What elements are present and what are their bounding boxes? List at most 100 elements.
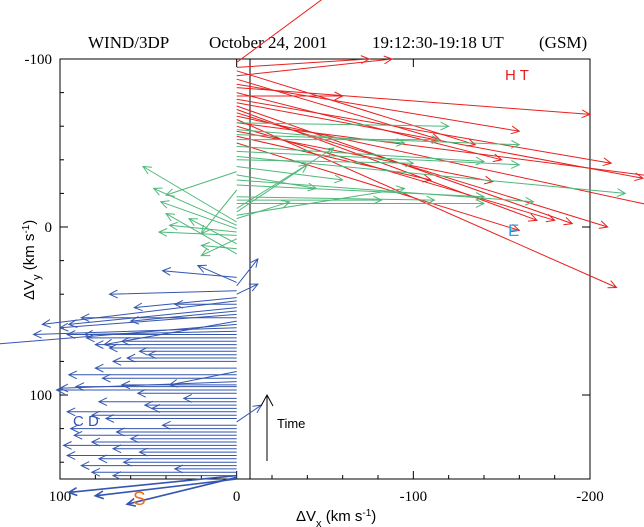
velocity-vector: [120, 336, 237, 346]
velocity-vector: [236, 87, 592, 119]
velocity-vector: [150, 404, 237, 413]
velocity-vector: [236, 166, 344, 184]
velocity-vector: [164, 171, 237, 197]
title-frame: (GSM): [539, 33, 587, 52]
velocity-vector: [236, 199, 486, 208]
velocity-vector: [236, 185, 406, 216]
velocity-vector: [67, 370, 237, 380]
axis-ticks: [59, 58, 591, 479]
velocity-vector: [138, 447, 237, 457]
y-tick-label: 100: [30, 388, 53, 404]
velocity-vector: [236, 135, 433, 183]
velocity-vector: [65, 451, 237, 460]
velocity-vector: [111, 471, 237, 481]
plot-frame: [59, 58, 591, 480]
velocity-vector: [120, 380, 237, 390]
velocity-vector: [72, 430, 237, 440]
title-time-range: 19:12:30-19:18 UT: [372, 33, 504, 52]
chart-title: WIND/3DP October 24, 2001 19:12:30-19:18…: [88, 33, 587, 52]
velocity-vector: [80, 461, 237, 470]
velocity-vector: [111, 444, 237, 454]
velocity-vector: [129, 434, 237, 444]
velocity-vector: [97, 454, 237, 464]
velocity-vector: [236, 195, 383, 205]
velocity-vector: [165, 213, 237, 255]
velocity-vector: [142, 165, 237, 223]
velocity-vector: [236, 195, 436, 205]
label-cd: C D: [73, 413, 99, 430]
velocity-vector: [236, 158, 415, 168]
annotations: H T E C D S Time: [73, 67, 529, 510]
velocity-vector: [161, 267, 237, 278]
title-date: October 24, 2001: [209, 33, 328, 52]
velocity-vector: [136, 388, 237, 398]
velocity-vector: [152, 187, 237, 226]
velocity-vector: [236, 0, 323, 63]
velocity-vector: [236, 150, 521, 169]
velocity-vector: [101, 373, 237, 383]
velocity-vector: [157, 228, 237, 237]
velocity-vector: [236, 179, 535, 206]
velocity-vector: [236, 164, 309, 213]
velocity-vector: [161, 420, 237, 430]
velocity-vector: [173, 299, 237, 309]
velocity-vector: [236, 257, 259, 287]
velocity-vector: [55, 385, 237, 395]
vector-series-mid: [142, 121, 627, 257]
velocity-vector: [74, 382, 237, 391]
velocity-vector: [236, 55, 394, 77]
velocity-vector: [90, 467, 237, 477]
velocity-vector: [104, 414, 237, 423]
velocity-vector: [236, 121, 450, 131]
velocity-vector: [90, 410, 237, 420]
velocity-vector: [236, 55, 371, 68]
vector-series-s: [66, 474, 237, 507]
velocity-vector: [133, 297, 237, 312]
velocity-vector: [108, 343, 237, 353]
velocity-vector: [125, 353, 237, 363]
velocity-vector: [138, 346, 237, 356]
velocity-vector: [187, 218, 237, 245]
velocity-vector: [236, 200, 291, 220]
velocity-vector: [236, 91, 344, 101]
label-s: S: [133, 489, 146, 510]
tick-labels: 100 0 -100 -200 -100 0 100: [25, 52, 604, 505]
velocity-vector: [108, 289, 237, 299]
velocity-vector: [94, 340, 237, 349]
velocity-vector: [196, 264, 237, 283]
time-arrow: [260, 393, 274, 461]
velocity-vector: [58, 313, 237, 332]
velocity-vector: [236, 83, 521, 135]
velocity-vector: [115, 427, 237, 437]
velocity-vector: [236, 404, 263, 423]
velocity-vector: [32, 327, 237, 339]
velocity-vector: [236, 283, 259, 295]
velocity-vector: [236, 147, 335, 209]
velocity-vector: [85, 333, 237, 343]
y-tick-label: 0: [45, 220, 53, 236]
velocity-vector: [168, 221, 237, 233]
velocity-vector: [173, 464, 237, 474]
velocity-vector: [93, 478, 237, 500]
velocity-vector: [69, 424, 237, 433]
velocity-vector: [236, 145, 486, 166]
label-e: E: [508, 221, 519, 240]
velocity-vector: [236, 98, 613, 167]
title-instrument: WIND/3DP: [88, 33, 169, 52]
velocity-vector: [236, 122, 644, 176]
velocity-vector: [62, 441, 237, 450]
x-tick-label: -100: [400, 489, 428, 505]
velocity-vector: [143, 400, 237, 410]
velocity-vector: [200, 241, 237, 251]
velocity-vector: [236, 112, 609, 229]
x-tick-label: 100: [49, 489, 72, 505]
velocity-vector: [65, 407, 237, 417]
velocity-vector: [94, 363, 237, 373]
velocity-vector: [90, 437, 237, 447]
velocity-vector: [236, 142, 521, 233]
velocity-vector: [236, 135, 441, 145]
velocity-vector: [111, 357, 237, 366]
velocity-vector: [236, 155, 627, 197]
vector-series-cd: [0, 257, 263, 481]
